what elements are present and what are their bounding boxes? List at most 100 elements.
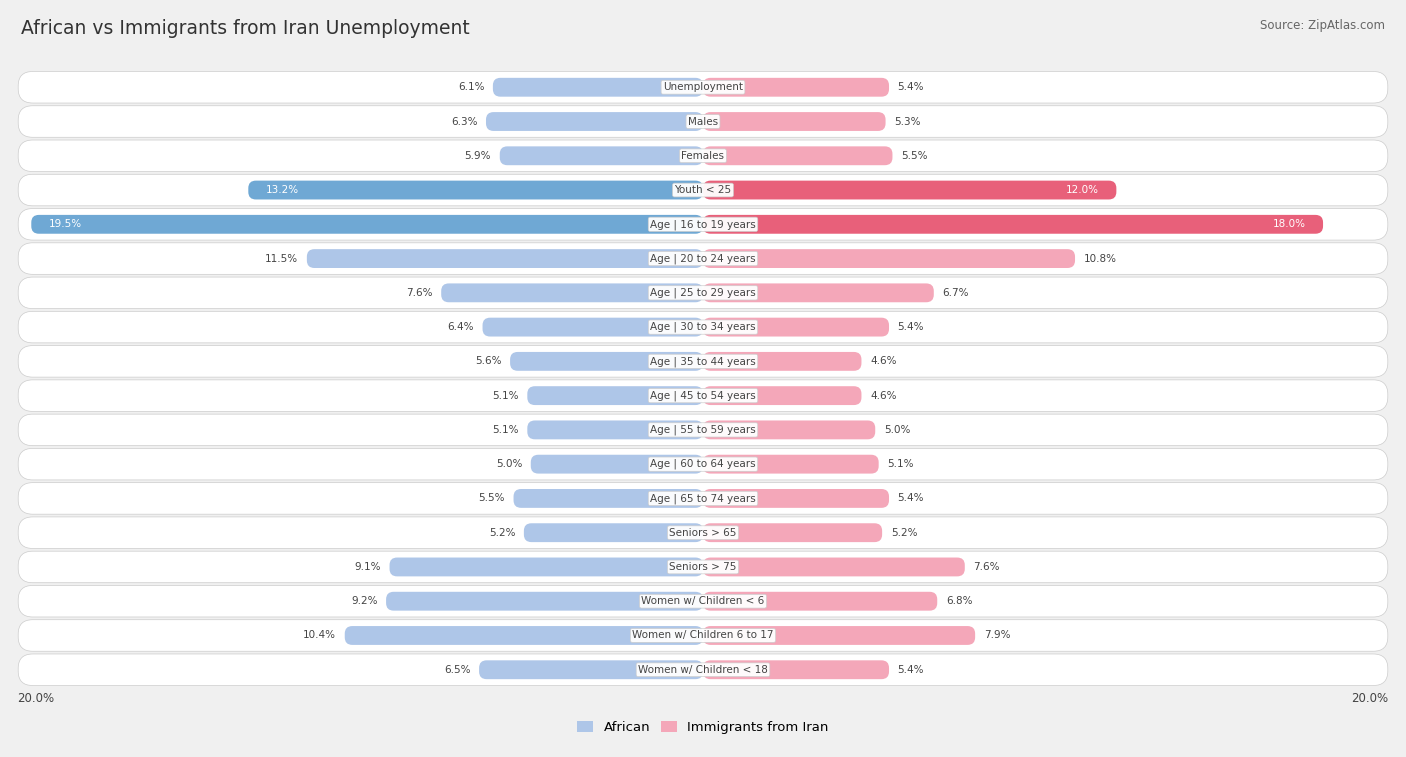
Text: Males: Males: [688, 117, 718, 126]
Legend: African, Immigrants from Iran: African, Immigrants from Iran: [572, 716, 834, 740]
FancyBboxPatch shape: [510, 352, 703, 371]
Text: 6.4%: 6.4%: [447, 322, 474, 332]
Text: Women w/ Children < 18: Women w/ Children < 18: [638, 665, 768, 674]
Text: Females: Females: [682, 151, 724, 160]
FancyBboxPatch shape: [18, 620, 1388, 651]
Text: 7.6%: 7.6%: [973, 562, 1000, 572]
FancyBboxPatch shape: [703, 523, 882, 542]
FancyBboxPatch shape: [344, 626, 703, 645]
FancyBboxPatch shape: [703, 112, 886, 131]
Text: 6.8%: 6.8%: [946, 597, 973, 606]
FancyBboxPatch shape: [524, 523, 703, 542]
FancyBboxPatch shape: [703, 489, 889, 508]
Text: 13.2%: 13.2%: [266, 185, 298, 195]
FancyBboxPatch shape: [527, 420, 703, 439]
Text: Women w/ Children 6 to 17: Women w/ Children 6 to 17: [633, 631, 773, 640]
Text: Age | 30 to 34 years: Age | 30 to 34 years: [650, 322, 756, 332]
FancyBboxPatch shape: [703, 78, 889, 97]
FancyBboxPatch shape: [307, 249, 703, 268]
Text: 5.2%: 5.2%: [891, 528, 917, 537]
FancyBboxPatch shape: [18, 71, 1388, 103]
FancyBboxPatch shape: [441, 283, 703, 302]
FancyBboxPatch shape: [482, 318, 703, 337]
Text: 5.4%: 5.4%: [897, 322, 924, 332]
Text: 10.8%: 10.8%: [1084, 254, 1116, 263]
FancyBboxPatch shape: [703, 181, 1116, 200]
FancyBboxPatch shape: [703, 420, 875, 439]
FancyBboxPatch shape: [18, 243, 1388, 274]
FancyBboxPatch shape: [527, 386, 703, 405]
Text: Age | 60 to 64 years: Age | 60 to 64 years: [650, 459, 756, 469]
FancyBboxPatch shape: [18, 277, 1388, 309]
Text: Source: ZipAtlas.com: Source: ZipAtlas.com: [1260, 19, 1385, 32]
Text: 7.6%: 7.6%: [406, 288, 433, 298]
Text: Age | 45 to 54 years: Age | 45 to 54 years: [650, 391, 756, 401]
Text: Age | 55 to 59 years: Age | 55 to 59 years: [650, 425, 756, 435]
Text: 19.5%: 19.5%: [48, 220, 82, 229]
Text: 4.6%: 4.6%: [870, 357, 897, 366]
FancyBboxPatch shape: [479, 660, 703, 679]
Text: 5.9%: 5.9%: [464, 151, 491, 160]
Text: 12.0%: 12.0%: [1066, 185, 1099, 195]
FancyBboxPatch shape: [18, 517, 1388, 549]
FancyBboxPatch shape: [486, 112, 703, 131]
Text: 9.1%: 9.1%: [354, 562, 381, 572]
FancyBboxPatch shape: [499, 146, 703, 165]
FancyBboxPatch shape: [18, 106, 1388, 137]
Text: 6.1%: 6.1%: [458, 83, 484, 92]
FancyBboxPatch shape: [18, 174, 1388, 206]
Text: 18.0%: 18.0%: [1272, 220, 1306, 229]
FancyBboxPatch shape: [703, 455, 879, 474]
Text: 5.1%: 5.1%: [492, 425, 519, 435]
FancyBboxPatch shape: [703, 626, 976, 645]
FancyBboxPatch shape: [703, 660, 889, 679]
Text: 20.0%: 20.0%: [17, 693, 55, 706]
Text: Seniors > 75: Seniors > 75: [669, 562, 737, 572]
Text: 6.3%: 6.3%: [451, 117, 478, 126]
Text: Age | 35 to 44 years: Age | 35 to 44 years: [650, 356, 756, 366]
Text: Age | 25 to 29 years: Age | 25 to 29 years: [650, 288, 756, 298]
Text: 5.4%: 5.4%: [897, 665, 924, 674]
FancyBboxPatch shape: [703, 592, 938, 611]
Text: Age | 16 to 19 years: Age | 16 to 19 years: [650, 219, 756, 229]
Text: 5.5%: 5.5%: [901, 151, 928, 160]
FancyBboxPatch shape: [703, 215, 1323, 234]
FancyBboxPatch shape: [18, 483, 1388, 514]
FancyBboxPatch shape: [249, 181, 703, 200]
Text: Women w/ Children < 6: Women w/ Children < 6: [641, 597, 765, 606]
Text: 5.1%: 5.1%: [492, 391, 519, 400]
Text: 5.6%: 5.6%: [475, 357, 502, 366]
Text: Youth < 25: Youth < 25: [675, 185, 731, 195]
FancyBboxPatch shape: [513, 489, 703, 508]
FancyBboxPatch shape: [703, 352, 862, 371]
Text: 5.2%: 5.2%: [489, 528, 515, 537]
FancyBboxPatch shape: [18, 311, 1388, 343]
Text: African vs Immigrants from Iran Unemployment: African vs Immigrants from Iran Unemploy…: [21, 19, 470, 38]
FancyBboxPatch shape: [703, 146, 893, 165]
FancyBboxPatch shape: [18, 448, 1388, 480]
Text: Age | 65 to 74 years: Age | 65 to 74 years: [650, 493, 756, 503]
FancyBboxPatch shape: [703, 557, 965, 576]
Text: Unemployment: Unemployment: [664, 83, 742, 92]
FancyBboxPatch shape: [703, 318, 889, 337]
FancyBboxPatch shape: [389, 557, 703, 576]
FancyBboxPatch shape: [494, 78, 703, 97]
FancyBboxPatch shape: [18, 585, 1388, 617]
FancyBboxPatch shape: [18, 380, 1388, 411]
Text: 20.0%: 20.0%: [1351, 693, 1389, 706]
Text: 5.4%: 5.4%: [897, 494, 924, 503]
FancyBboxPatch shape: [18, 140, 1388, 172]
Text: 5.4%: 5.4%: [897, 83, 924, 92]
Text: 10.4%: 10.4%: [304, 631, 336, 640]
FancyBboxPatch shape: [703, 249, 1076, 268]
Text: 7.9%: 7.9%: [984, 631, 1011, 640]
FancyBboxPatch shape: [387, 592, 703, 611]
Text: 6.7%: 6.7%: [942, 288, 969, 298]
FancyBboxPatch shape: [31, 215, 703, 234]
FancyBboxPatch shape: [18, 654, 1388, 686]
Text: 5.3%: 5.3%: [894, 117, 921, 126]
Text: Age | 20 to 24 years: Age | 20 to 24 years: [650, 254, 756, 264]
FancyBboxPatch shape: [18, 208, 1388, 240]
Text: 5.5%: 5.5%: [478, 494, 505, 503]
Text: 9.2%: 9.2%: [352, 597, 377, 606]
